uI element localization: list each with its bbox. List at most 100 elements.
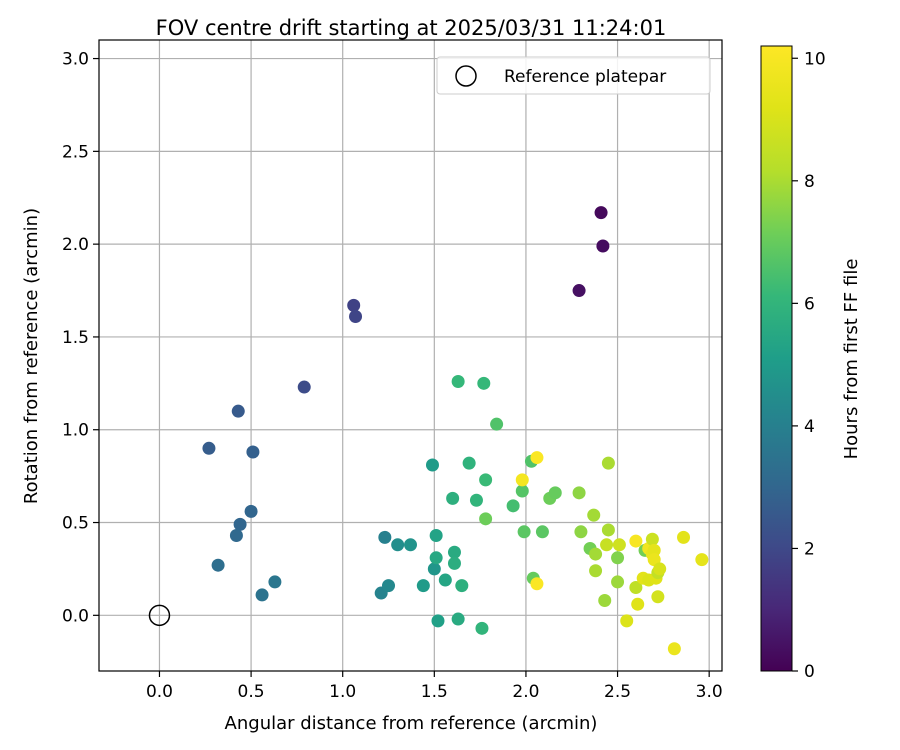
y-tick-label: 1.0 — [62, 421, 89, 441]
colorbar-tick-label: 4 — [804, 417, 815, 437]
data-point — [391, 538, 405, 552]
data-point — [645, 532, 659, 546]
data-point — [631, 597, 645, 611]
data-point — [477, 376, 491, 390]
data-point — [517, 525, 531, 539]
data-point — [629, 534, 643, 548]
legend-reference-marker — [455, 65, 477, 87]
data-point — [469, 493, 483, 507]
data-point — [535, 525, 549, 539]
data-point — [677, 530, 691, 544]
data-point — [425, 458, 439, 472]
data-point — [451, 612, 465, 626]
data-point — [378, 530, 392, 544]
colorbar-gradient — [760, 45, 793, 672]
data-point — [268, 575, 282, 589]
data-point — [601, 456, 615, 470]
data-point — [431, 614, 445, 628]
data-point — [611, 551, 625, 565]
plot-frame — [98, 39, 723, 672]
data-point — [695, 553, 709, 567]
y-tick-label: 0.0 — [62, 606, 89, 626]
data-point — [612, 538, 626, 552]
colorbar-tick-label: 6 — [804, 294, 815, 314]
x-tick-label: 1.5 — [421, 682, 448, 702]
data-point — [574, 525, 588, 539]
data-point — [611, 575, 625, 589]
data-point — [382, 579, 396, 593]
y-tick-label: 1.5 — [62, 328, 89, 348]
data-point — [229, 529, 243, 543]
data-point — [429, 529, 443, 543]
data-point — [620, 614, 634, 628]
x-tick-label: 3.0 — [696, 682, 723, 702]
axis-ticks: 0.0 0.5 1.0 1.5 2.0 2.5 3.0 0.0 0.5 1.0 1.5 2.0 2.5 3… — [62, 50, 723, 702]
y-tick-label: 2.5 — [62, 142, 89, 162]
data-point — [598, 593, 612, 607]
data-point — [589, 564, 603, 578]
reference-marker — [148, 604, 171, 627]
x-tick-label: 0.5 — [238, 682, 265, 702]
data-point — [594, 206, 608, 220]
x-tick-label: 1.0 — [329, 682, 356, 702]
y-axis-label: Rotation from reference (arcmin) — [21, 208, 42, 504]
x-tick-label: 2.5 — [604, 682, 631, 702]
data-point — [589, 547, 603, 561]
data-point — [446, 491, 460, 505]
reference-point — [148, 604, 171, 627]
data-point — [667, 642, 681, 656]
grid-lines — [99, 40, 722, 671]
x-tick-label: 0.0 — [146, 682, 173, 702]
data-point — [530, 577, 544, 591]
data-point — [596, 239, 610, 253]
data-point — [233, 517, 247, 531]
data-point — [416, 579, 430, 593]
data-point — [244, 504, 258, 518]
data-point — [600, 538, 614, 552]
colorbar-tick-label: 10 — [804, 49, 826, 69]
data-point — [347, 298, 361, 312]
colorbar-tick-label: 2 — [804, 539, 815, 559]
data-point — [404, 538, 417, 552]
y-tick-label: 2.0 — [62, 235, 89, 255]
x-tick-label: 2.0 — [512, 682, 539, 702]
colorbar: 0 2 4 6 8 10 Hours from first FF file — [760, 45, 862, 682]
data-point — [438, 573, 452, 587]
data-point — [506, 499, 520, 513]
data-point — [601, 523, 615, 537]
colorbar-tick-label: 8 — [804, 172, 815, 192]
data-point — [515, 473, 529, 487]
data-point — [202, 441, 216, 455]
data-point — [479, 512, 493, 526]
data-point — [462, 456, 476, 470]
data-point — [297, 380, 311, 394]
data-point — [231, 404, 245, 418]
y-tick-label: 0.5 — [62, 514, 89, 534]
legend-label: Reference platepar — [504, 67, 666, 87]
x-axis-label: Angular distance from reference (arcmin) — [225, 713, 598, 734]
data-points — [202, 206, 709, 656]
colorbar-tick-label: 0 — [804, 662, 815, 682]
data-point — [572, 486, 586, 500]
colorbar-label: Hours from first FF file — [841, 259, 862, 460]
legend-box — [436, 56, 711, 95]
data-point — [427, 562, 441, 576]
colorbar-ticks: 0 2 4 6 8 10 — [792, 49, 826, 682]
data-point — [349, 310, 363, 324]
data-point — [451, 374, 465, 388]
data-point — [479, 473, 493, 487]
data-point — [475, 621, 489, 635]
legend: Reference platepar — [436, 56, 711, 95]
data-point — [429, 551, 443, 565]
data-point — [211, 558, 225, 572]
data-point — [572, 284, 586, 298]
data-point — [455, 579, 469, 593]
y-tick-label: 3.0 — [62, 50, 89, 70]
data-point — [651, 590, 665, 604]
data-point — [548, 486, 562, 500]
data-point — [587, 508, 601, 522]
data-point — [653, 562, 667, 576]
data-point — [246, 445, 260, 459]
data-point — [629, 580, 643, 594]
